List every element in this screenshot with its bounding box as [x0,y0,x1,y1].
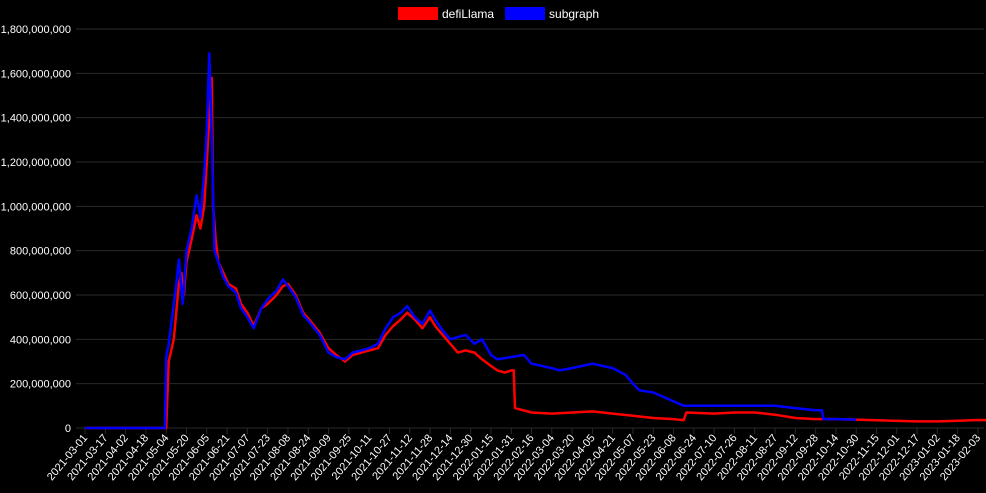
legend-swatch-defiLlama [398,7,438,20]
series-line-subgraph [85,52,857,430]
y-tick-label: 800,000,000 [10,246,71,258]
y-tick-label: 400,000,000 [10,334,71,346]
y-tick-label: 1,600,000,000 [1,68,71,80]
y-axis-ticks: 0 200,000,000 400,000,000 600,000,000 800,00… [1,24,84,435]
legend-swatch-subgraph [505,7,546,20]
y-tick-label: 1,200,000,000 [1,157,71,169]
legend-label-subgraph: subgraph [549,7,599,21]
x-axis-ticks: 2021-03-012021-03-172021-04-022021-04-18… [45,428,983,483]
y-tick-label: 1,000,000,000 [1,201,71,213]
y-tick-label: 200,000,000 [10,379,71,391]
y-tick-label: 1,400,000,000 [1,113,71,125]
grid [84,28,984,429]
series-line-defiLlama [85,76,986,430]
legend: defiLlama subgraph [398,7,599,21]
y-tick-label: 600,000,000 [10,290,71,302]
series-lines [85,52,986,430]
y-tick-label: 1,800,000,000 [1,24,71,36]
legend-label-defiLlama: defiLlama [442,7,494,21]
y-tick-label: 0 [65,423,71,435]
